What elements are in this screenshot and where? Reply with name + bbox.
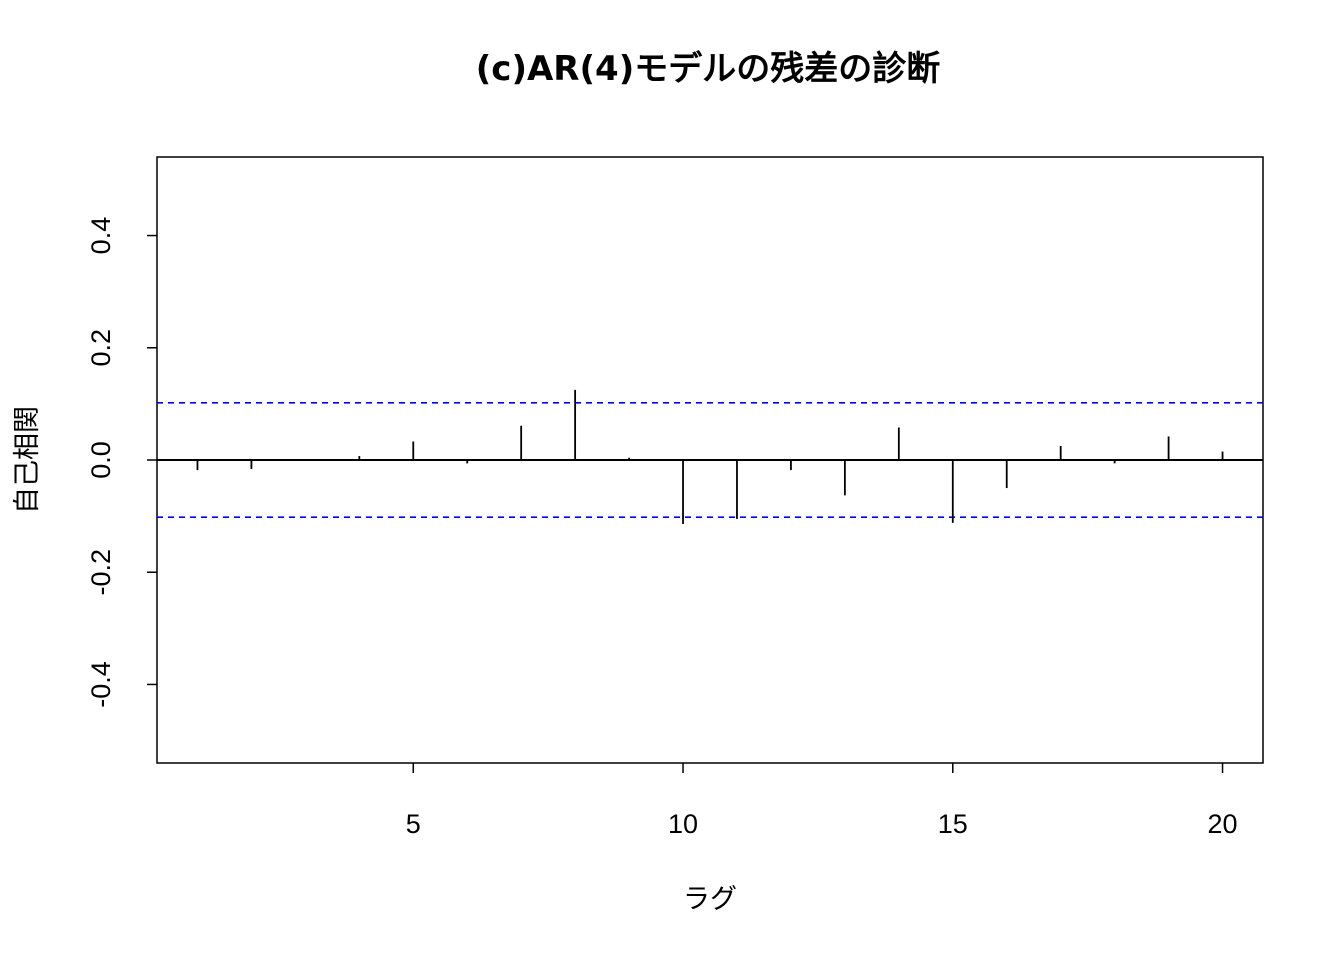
x-axis: 5 10 15 20 — [406, 763, 1238, 839]
y-tick-label: -0.4 — [86, 661, 116, 708]
y-tick-label: 0.2 — [86, 329, 116, 367]
y-axis: -0.4 -0.2 0.0 0.2 0.4 — [86, 217, 157, 708]
y-axis-label: 自己相関 — [12, 406, 43, 514]
y-tick-label: -0.2 — [86, 549, 116, 596]
y-tick-label: 0.4 — [86, 217, 116, 255]
x-tick-label: 10 — [668, 809, 698, 839]
x-tick-label: 15 — [938, 809, 968, 839]
x-axis-label: ラグ — [683, 884, 737, 915]
plot-marks — [157, 389, 1263, 524]
y-tick-label: 0.0 — [86, 441, 116, 479]
x-tick-label: 20 — [1208, 809, 1238, 839]
x-tick-label: 5 — [406, 809, 421, 839]
chart-title: (c)AR(4)モデルの残差の診断 — [476, 49, 940, 89]
